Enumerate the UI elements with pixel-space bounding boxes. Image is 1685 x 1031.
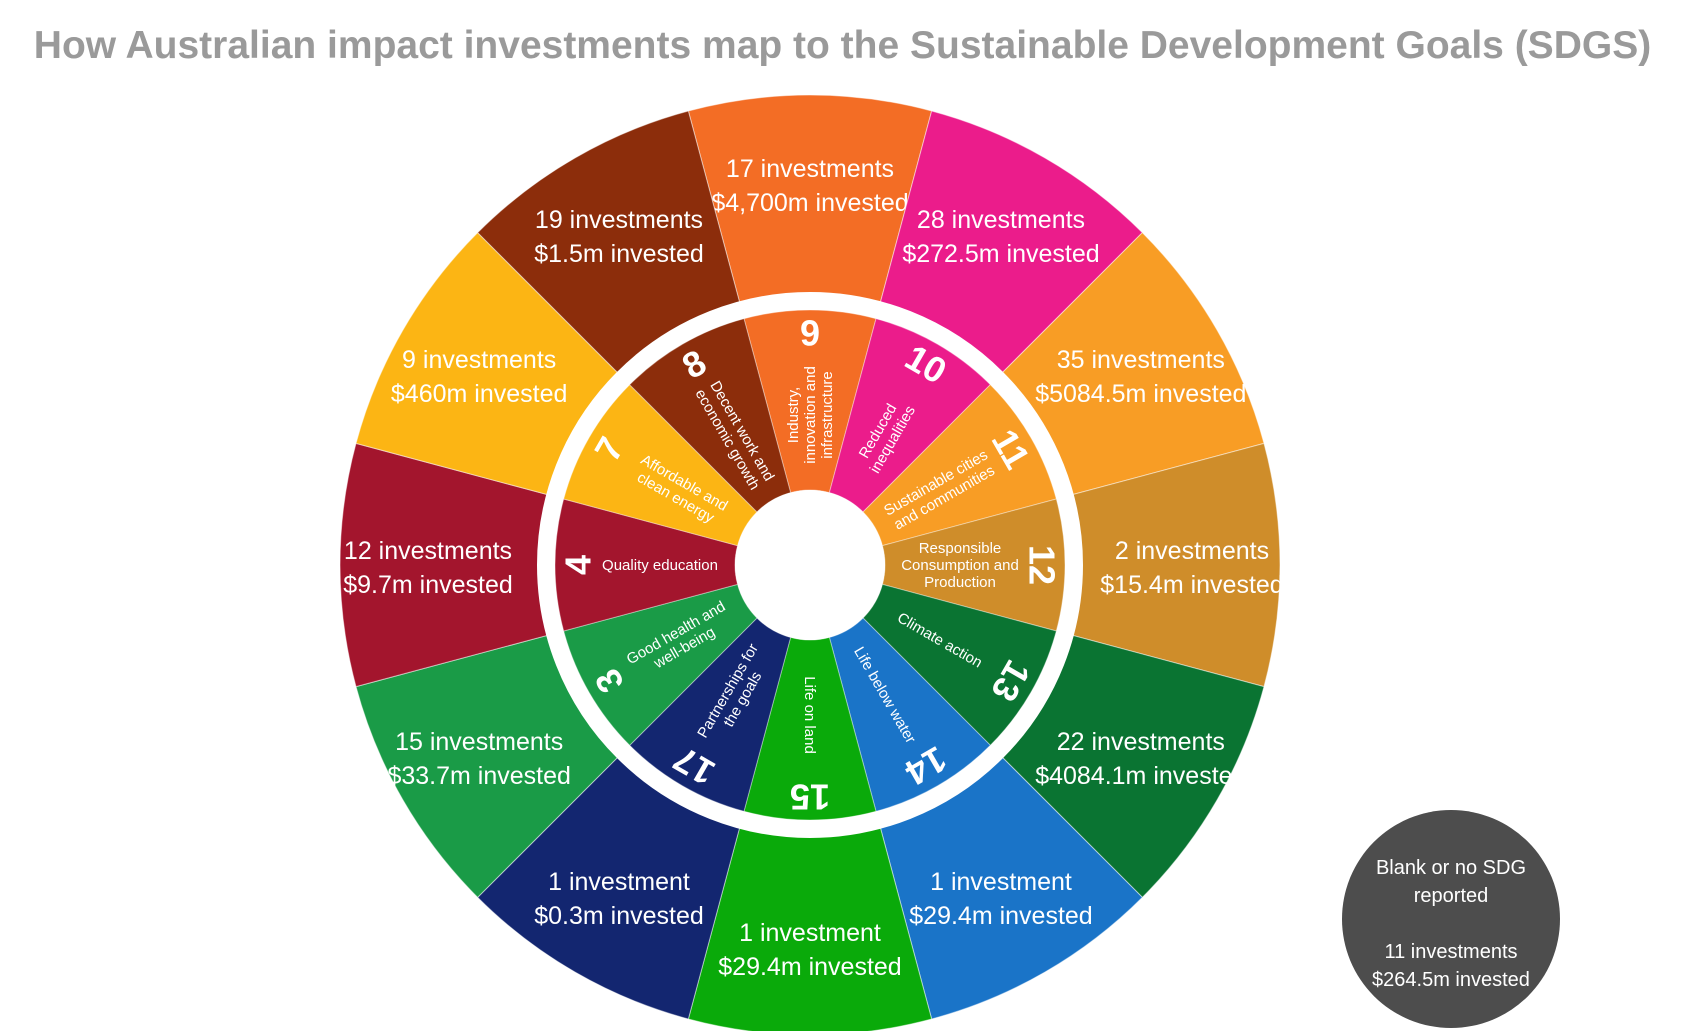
sdg-4-name: Quality education	[602, 557, 718, 574]
sdg-9-name-line-1: Industry,	[785, 387, 802, 443]
sdg-11-investments-label: 35 investments	[1057, 346, 1225, 374]
sdg-17-invested-label: $0.3m invested	[534, 902, 704, 930]
sdg-4-number: 4	[558, 555, 599, 575]
sdg-10-invested-label: $272.5m invested	[902, 240, 1099, 268]
sdg-15-investments-label: 1 investment	[739, 919, 881, 947]
sdg-13-invested-label: $4084.1m invested	[1035, 762, 1246, 790]
sdg-12-name-line-2: Consumption and	[901, 557, 1019, 574]
sdg-8-investments-label: 19 investments	[535, 206, 703, 234]
sdg-12-number: 12	[1022, 545, 1063, 585]
sdg-3-invested-label: $33.7m invested	[387, 762, 570, 790]
sdg-7-investments-label: 9 investments	[402, 346, 556, 374]
no-sdg-invested: $264.5m invested	[1372, 969, 1530, 991]
sdg-12-name-line-1: Responsible	[919, 540, 1002, 557]
no-sdg-label-line1: Blank or no SDG	[1375, 857, 1527, 879]
sdg-12-name: Responsible Consumption and Production	[901, 540, 1019, 591]
sdg-9-name-line-3: infrastructure	[819, 371, 836, 459]
sdg-14-invested-label: $29.4m invested	[909, 902, 1092, 930]
sdg-10-investments-label: 28 investments	[917, 206, 1085, 234]
sdg-11-invested-label: $5084.5m invested	[1035, 380, 1246, 408]
sdg-9-number: 9	[800, 313, 820, 354]
sdg-9-name: Industry,innovation andinfrastructure	[785, 366, 836, 464]
sdg-8-invested-label: $1.5m invested	[534, 240, 704, 268]
sdg-12-investments-label: 2 investments	[1115, 537, 1269, 565]
sdg-4-name-line-1: Quality education	[602, 557, 718, 574]
sdg-15-invested-label: $29.4m invested	[718, 953, 901, 981]
sdg-9-name-line-2: innovation and	[802, 366, 819, 464]
sdg-9-investments-label: 17 investments	[726, 155, 894, 183]
no-sdg-label-line2: reported	[1413, 885, 1489, 907]
sdg-9-invested-label: $4,700m invested	[711, 189, 908, 217]
sdg-7-invested-label: $460m invested	[391, 380, 568, 408]
sdg-4-investments-label: 12 investments	[344, 537, 512, 565]
sdg-4-invested-label: $9.7m invested	[343, 571, 513, 599]
sdg-15-number: 15	[790, 777, 830, 818]
sdg-12-invested-label: $15.4m invested	[1100, 571, 1283, 599]
no-sdg-investments: 11 investments	[1384, 941, 1518, 963]
separator-ring	[537, 292, 1083, 838]
sdg-17-investments-label: 1 investment	[548, 868, 690, 896]
no-sdg-circle: Blank or no SDG reported 11 investments …	[1342, 810, 1560, 1028]
outer-ring: 17 investments $4,700m invested 28 investm…	[339, 94, 1284, 1031]
wheel-centre	[735, 490, 885, 640]
sdg-15-name: Life on land	[801, 676, 818, 754]
sdg-14-investments-label: 1 investment	[930, 868, 1072, 896]
sdg-12-name-line-3: Production	[924, 574, 996, 591]
sdg-15-name-line-1: Life on land	[801, 676, 818, 754]
sdg-13-investments-label: 22 investments	[1057, 728, 1225, 756]
sdg-3-investments-label: 15 investments	[395, 728, 563, 756]
page-title: How Australian impact investments map to…	[33, 24, 1652, 67]
